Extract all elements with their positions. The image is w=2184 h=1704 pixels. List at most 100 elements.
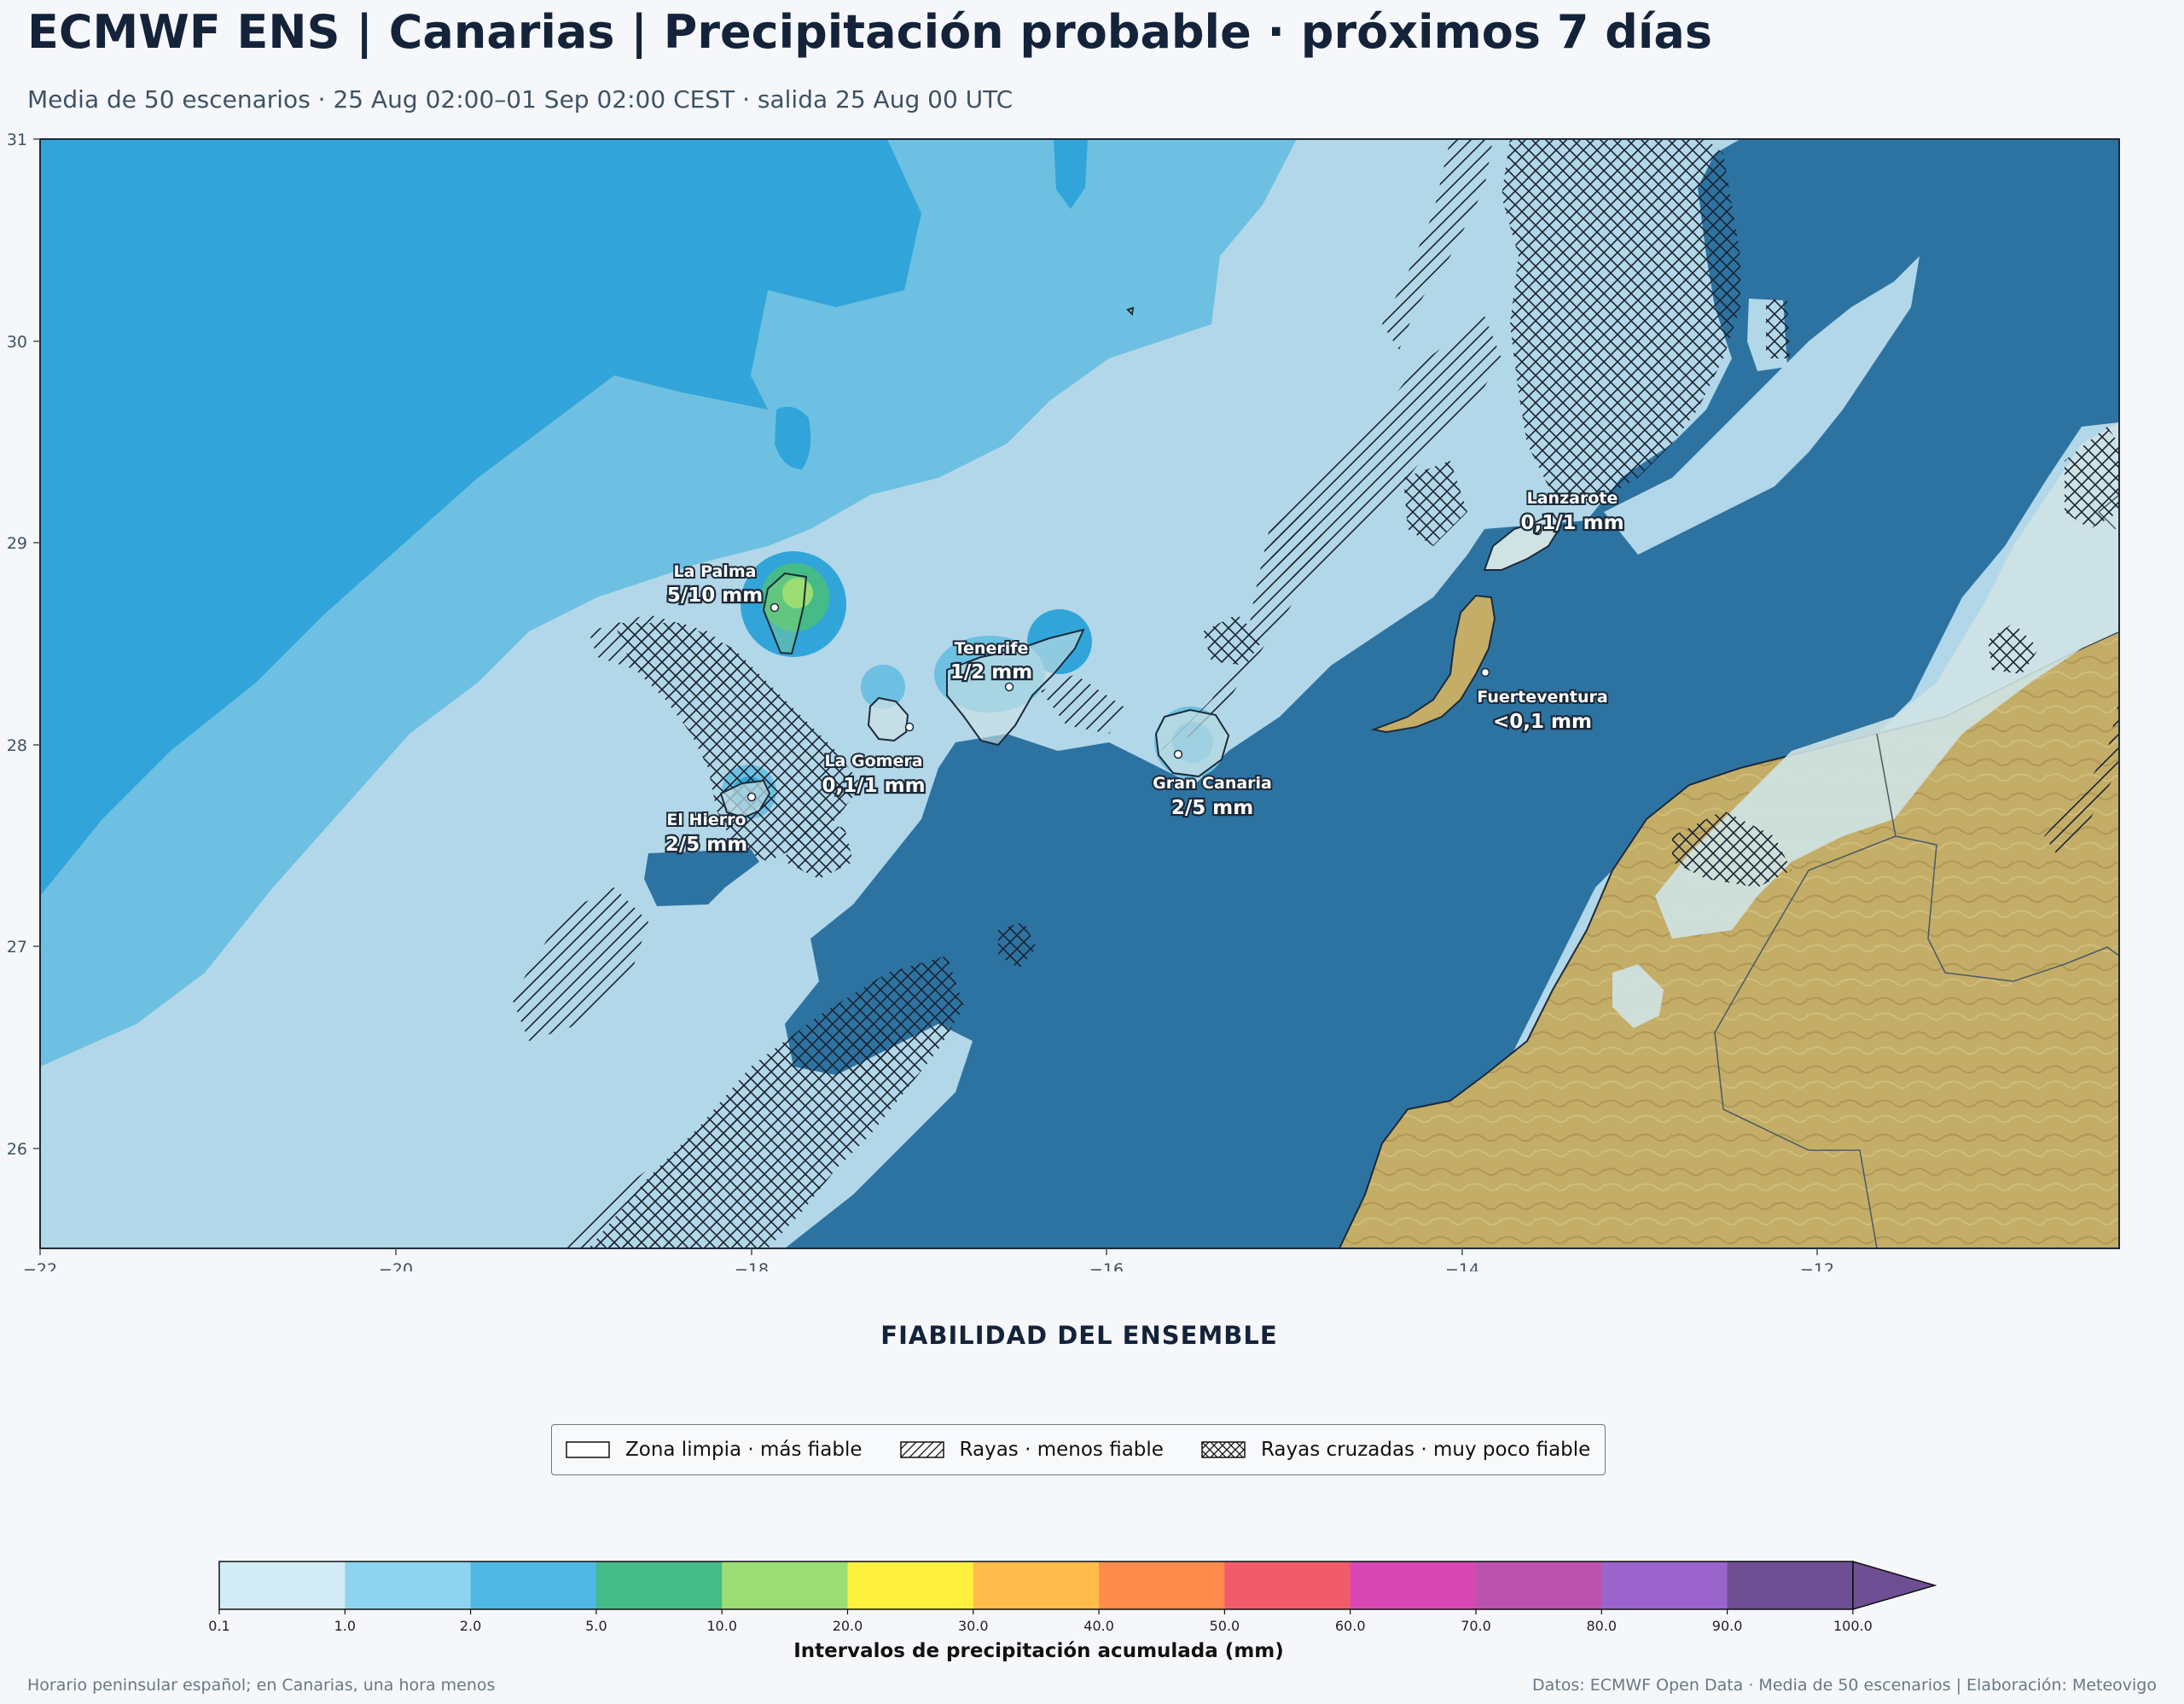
island-value-tenerife: 1/2 mm xyxy=(950,661,1032,683)
country-border xyxy=(1895,835,2119,982)
island-value-gran-canaria: 2/5 mm xyxy=(1171,797,1253,819)
legend-swatch-clean xyxy=(566,1441,610,1458)
precip-spot xyxy=(1054,139,1088,209)
y-tick-label: 30 xyxy=(7,333,27,352)
colorbar-tick-label: 5.0 xyxy=(585,1618,607,1634)
x-tick-label: −14 xyxy=(1445,1260,1479,1271)
legend-label-clean: Zona limpia · más fiable xyxy=(625,1439,863,1461)
legend-swatch-hatch xyxy=(899,1441,944,1458)
legend-item-clean: Zona limpia · más fiable xyxy=(566,1439,863,1461)
colorbar-extend-arrow xyxy=(1852,1561,1937,1610)
island-el-hierro xyxy=(719,779,771,819)
legend-label-crosshatch: Rayas cruzadas · muy poco fiable xyxy=(1260,1439,1591,1461)
colorbar-segment xyxy=(847,1562,974,1609)
island-name-tenerife: Tenerife xyxy=(955,639,1029,658)
legend-swatch-crosshatch xyxy=(1201,1441,1246,1458)
island-fuerteventura xyxy=(1370,594,1496,734)
crosshatch-zones xyxy=(589,139,2119,1248)
legend-label-hatch: Rayas · menos fiable xyxy=(959,1439,1164,1461)
colorbar-tick-label: 40.0 xyxy=(1083,1618,1114,1634)
colorbar-segment xyxy=(470,1562,597,1609)
colorbar-tick-label: 20.0 xyxy=(833,1618,863,1634)
x-tick-labels: −22 −20 −18 −16 −14 −12 xyxy=(23,1260,1834,1271)
island-value-el-hierro: 2/5 mm xyxy=(665,834,747,856)
colorbar-segment xyxy=(1099,1562,1225,1609)
island-gran-canaria xyxy=(1154,708,1230,778)
colorbar-tick-label: 80.0 xyxy=(1586,1618,1617,1634)
colorbar-label: Intervalos de precipitación acumulada (m… xyxy=(793,1640,1284,1662)
colorbar-segment xyxy=(722,1562,848,1609)
page-subtitle: Media de 50 escenarios · 25 Aug 02:00–01… xyxy=(27,85,1014,113)
island-la-palma xyxy=(762,572,808,655)
colorbar-tick-label: 70.0 xyxy=(1461,1618,1491,1634)
precip-cell-la-palma xyxy=(741,551,846,657)
colorbar-tick-label: 90.0 xyxy=(1712,1618,1743,1634)
island-value-lanzarote: 0,1/1 mm xyxy=(1520,512,1623,534)
y-tick-label: 31 xyxy=(7,131,27,149)
colorbar-segment xyxy=(1727,1562,1854,1609)
island-la-gomera xyxy=(867,696,909,742)
island-name-gran-canaria: Gran Canaria xyxy=(1153,774,1272,793)
dry-ocean-patch xyxy=(644,849,759,906)
colorbar-tick-label: 50.0 xyxy=(1210,1618,1240,1634)
precipitation-map: −22 −20 −18 −16 −14 −12 31 30 29 28 27 2… xyxy=(7,131,2120,1271)
x-tick-label: −16 xyxy=(1089,1260,1124,1271)
island-shapes xyxy=(719,306,1563,819)
colorbar-tick-label: 30.0 xyxy=(958,1618,989,1634)
colorbar-tick-label: 60.0 xyxy=(1335,1618,1366,1634)
footer-note: Horario peninsular español; en Canarias,… xyxy=(27,1676,496,1695)
colorbar-tick-label: 1.0 xyxy=(334,1618,356,1634)
y-axis xyxy=(33,138,40,1149)
x-tick-label: −22 xyxy=(23,1260,57,1271)
reliability-legend: Zona limpia · más fiable Rayas · menos f… xyxy=(551,1424,1606,1475)
colorbar-segment xyxy=(1350,1562,1477,1609)
precip-band-dark xyxy=(40,139,921,896)
colorbar-segment xyxy=(595,1562,723,1609)
precip-band-light xyxy=(1604,256,1920,555)
island-lanzarote xyxy=(1483,512,1563,571)
island-name-lanzarote: Lanzarote xyxy=(1527,489,1618,508)
reliability-title: FIABILIDAD DEL ENSEMBLE xyxy=(880,1321,1278,1350)
island-name-la-gomera: La Gomera xyxy=(824,752,922,771)
x-tick-label: −12 xyxy=(1800,1260,1834,1271)
x-axis xyxy=(39,1248,1818,1255)
colorbar-frame xyxy=(218,1561,1854,1610)
island-labels: La Palma 5/10 mm Tenerife 1/2 mm La Gome… xyxy=(664,487,1626,858)
island-tenerife xyxy=(946,628,1085,747)
legend-item-crosshatch: Rayas cruzadas · muy poco fiable xyxy=(1201,1439,1590,1461)
city-markers xyxy=(746,526,1542,802)
precipitation-colorbar: 0.1 1.0 2.0 5.0 10.0 20.0 30.0 40.0 50.0 60.0 70.0… xyxy=(208,1561,1937,1634)
precip-band-light-land xyxy=(1655,422,2119,939)
island-value-la-palma: 5/10 mm xyxy=(667,584,763,607)
x-tick-label: −18 xyxy=(735,1260,769,1271)
colorbar-segment xyxy=(973,1562,1100,1609)
island-name-fuerteventura: Fuerteventura xyxy=(1477,688,1607,707)
y-tick-label: 28 xyxy=(7,736,27,755)
colorbar-segment xyxy=(1224,1562,1351,1609)
x-tick-label: −20 xyxy=(379,1260,413,1271)
colorbar-tick-label: 100.0 xyxy=(1833,1618,1873,1634)
precip-band-light-land xyxy=(1612,964,1664,1028)
y-tick-labels: 31 30 29 28 27 26 xyxy=(7,131,27,1159)
map-frame xyxy=(39,138,2120,1249)
colorbar-segment xyxy=(1476,1562,1602,1609)
island-name-la-palma: La Palma xyxy=(674,562,757,581)
country-border xyxy=(1714,733,1896,1248)
colorbar-tick-label: 2.0 xyxy=(460,1618,481,1634)
colorbar-segment xyxy=(219,1562,346,1609)
y-tick-label: 27 xyxy=(7,938,27,957)
precip-cell-gomera xyxy=(861,665,905,709)
y-tick-label: 29 xyxy=(7,534,27,553)
island-value-la-gomera: 0,1/1 mm xyxy=(822,775,925,797)
colorbar-segment xyxy=(1601,1562,1728,1609)
footer-credits: Datos: ECMWF Open Data · Media de 50 esc… xyxy=(1532,1676,2157,1695)
precip-spot xyxy=(775,406,811,469)
islet-alegranza xyxy=(1126,306,1135,317)
y-tick-label: 26 xyxy=(7,1140,27,1159)
page-title: ECMWF ENS | Canarias | Precipitación pro… xyxy=(27,5,1712,59)
colorbar-tick-label: 0.1 xyxy=(208,1618,229,1634)
legend-item-hatch: Rayas · menos fiable xyxy=(899,1439,1164,1461)
colorbar-tick-label: 10.0 xyxy=(706,1618,737,1634)
island-name-el-hierro: El Hierro xyxy=(666,811,746,829)
island-value-fuerteventura: <0,1 mm xyxy=(1493,711,1592,733)
